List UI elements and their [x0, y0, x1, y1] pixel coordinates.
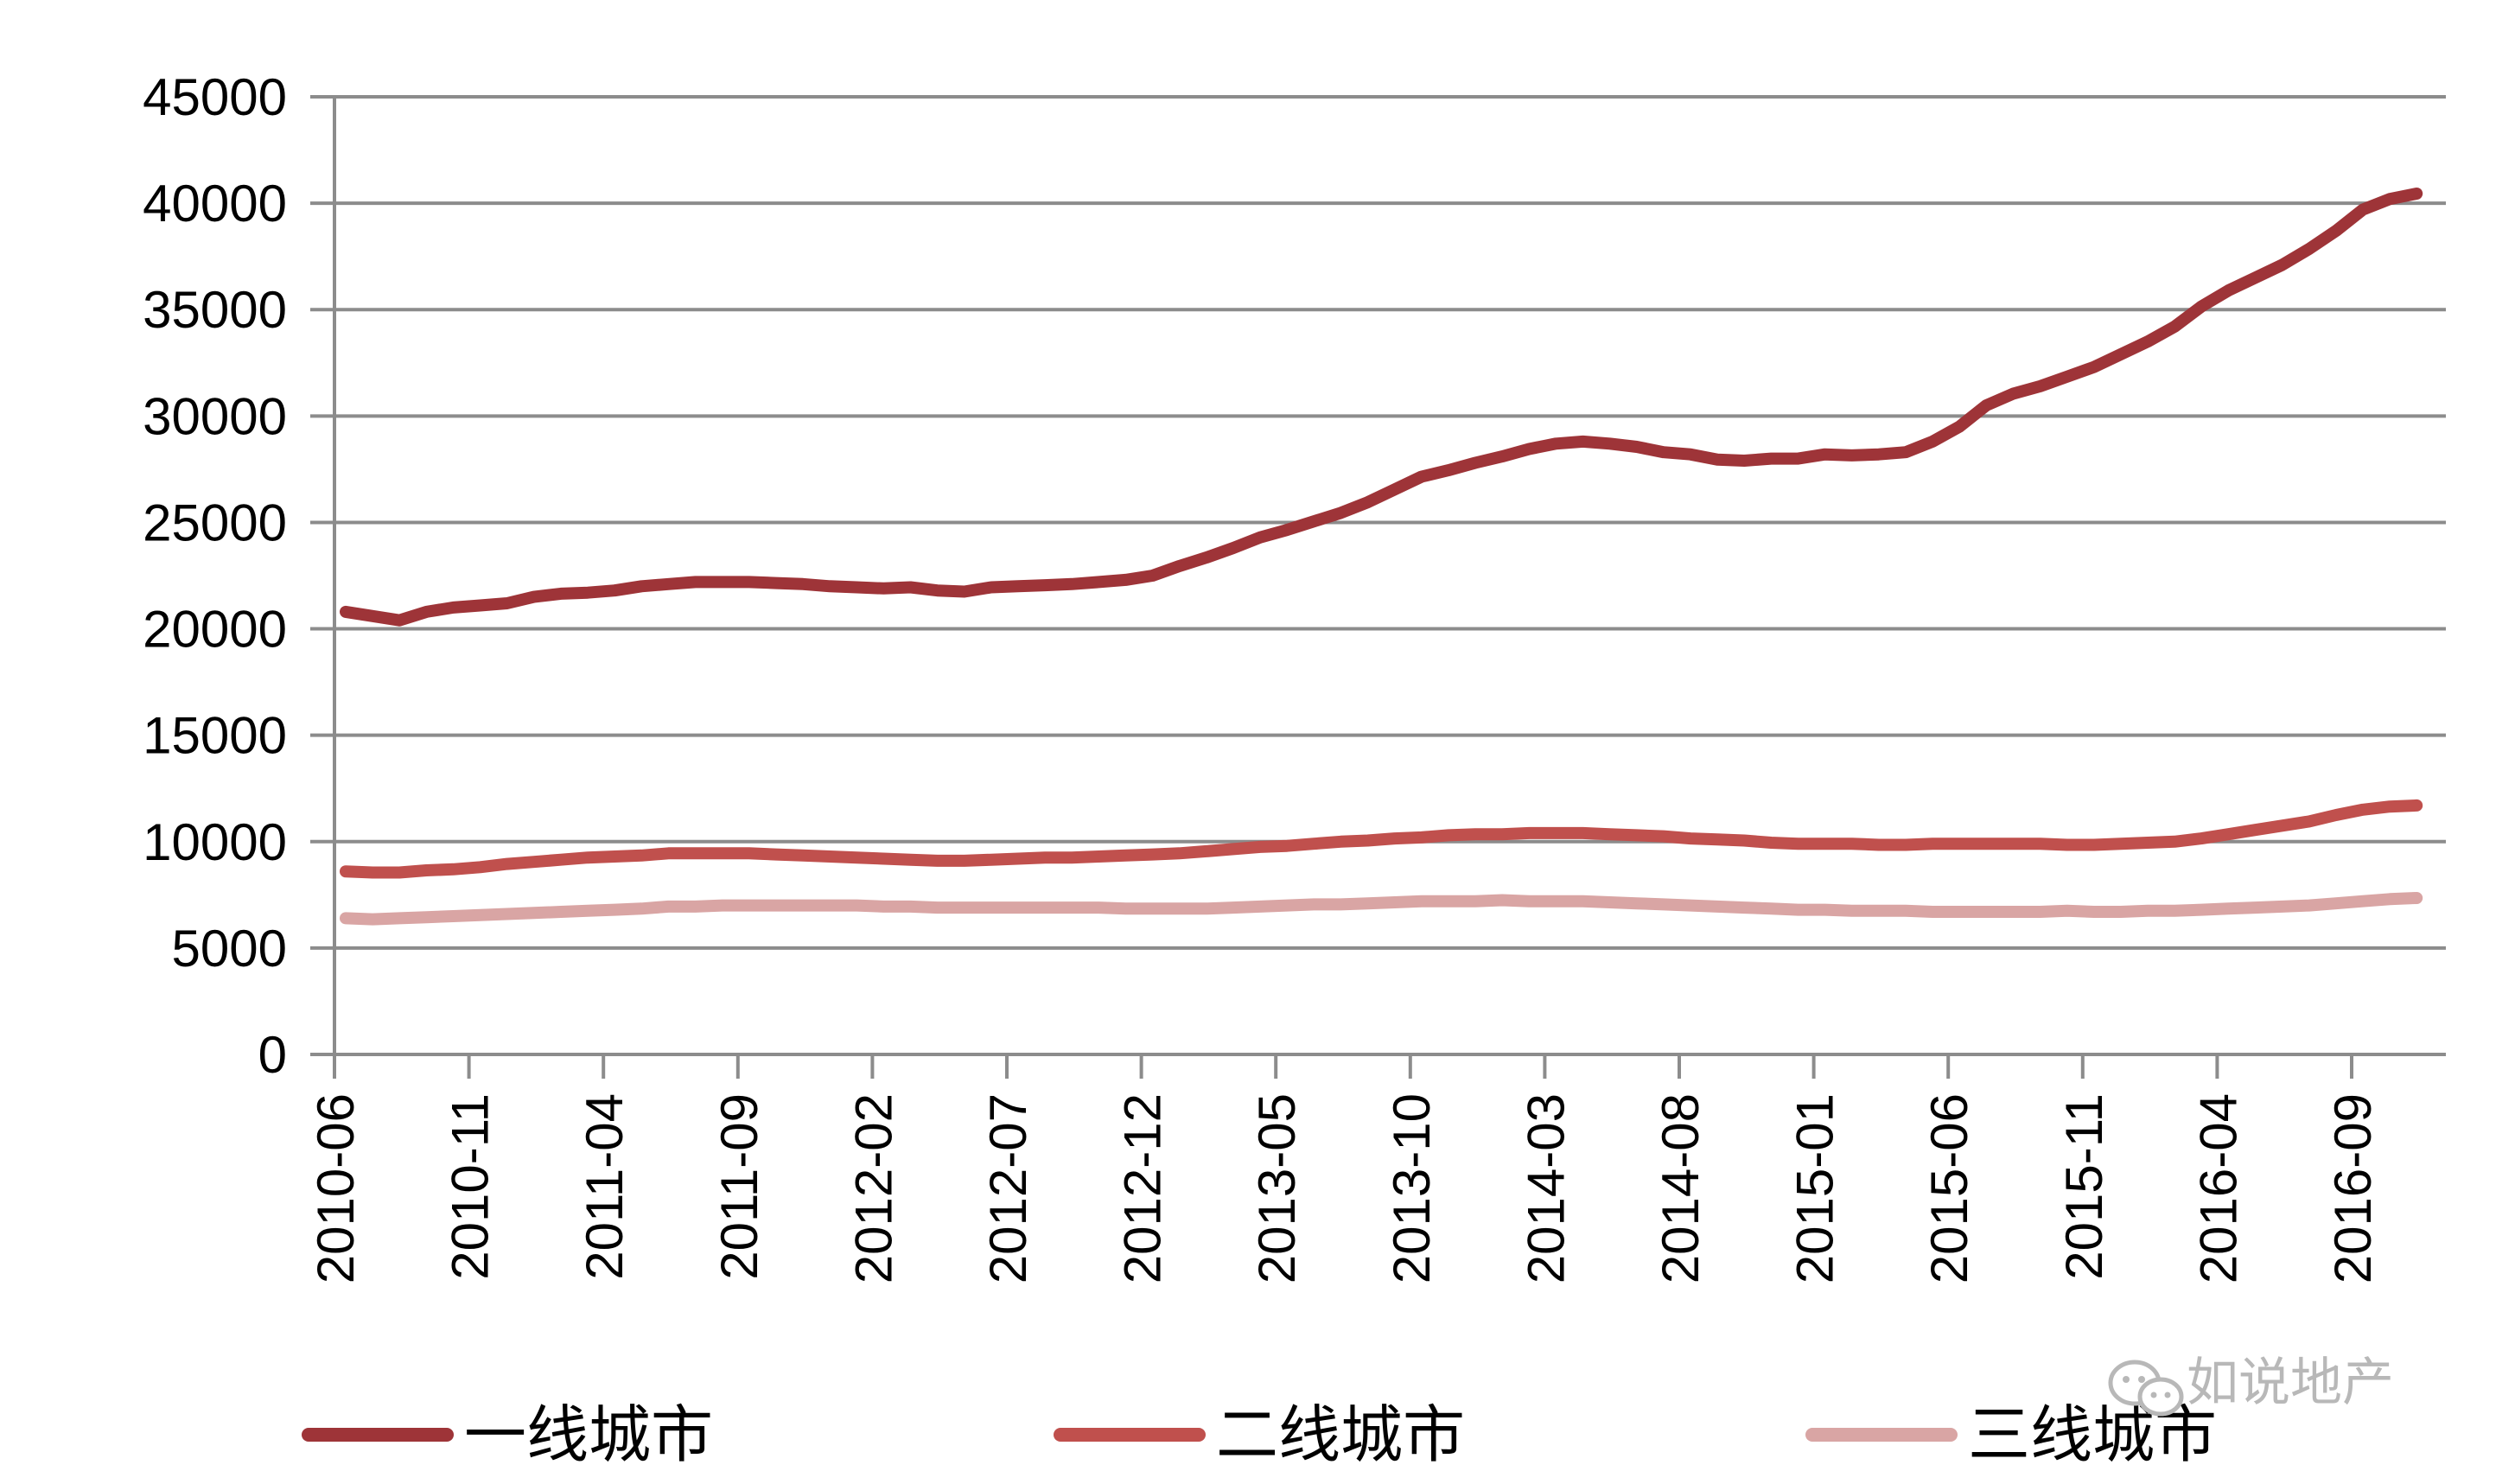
series-lines: [340, 188, 2423, 926]
x-tick-label: 2015-11: [2055, 1093, 2113, 1280]
x-axis: 2010-06 2010-11 2011-04 2011-09 2012-02 2012-…: [307, 1053, 2446, 1283]
grid-lines: [334, 95, 2446, 950]
y-tick-label: 0: [258, 1026, 287, 1084]
x-tick-label: 2016-04: [2189, 1093, 2247, 1283]
x-tick-label: 2012-02: [844, 1093, 902, 1283]
x-tick-label: 2016-09: [2324, 1093, 2382, 1283]
y-tick-label: 35000: [143, 281, 287, 339]
y-axis: 0 5000 10000 15000 20000 25000 30000 35000 40000…: [143, 68, 336, 1084]
x-tick-label: 2010-06: [307, 1093, 365, 1283]
x-tick-label: 2014-08: [1652, 1093, 1710, 1283]
legend-item-1: 一线城市: [302, 1398, 713, 1471]
x-tick-label: 2012-12: [1114, 1093, 1172, 1283]
legend-label: 三线城市: [1968, 1398, 2217, 1471]
x-tick-label: 2014-03: [1517, 1093, 1575, 1283]
x-tick-label: 2011-09: [710, 1093, 768, 1280]
y-tick-label: 15000: [143, 707, 287, 765]
y-tick-label: 30000: [143, 387, 287, 445]
x-tick-label: 2013-10: [1383, 1093, 1441, 1283]
x-tick-label: 2011-04: [576, 1093, 634, 1280]
legend: 一线城市 二线城市 三线城市: [302, 1398, 2217, 1471]
legend-label: 一线城市: [464, 1398, 713, 1471]
x-tick-label: 2015-06: [1920, 1093, 1978, 1283]
y-tick-label: 10000: [143, 813, 287, 871]
series-line-2: [340, 799, 2423, 879]
y-tick-label: 25000: [143, 494, 287, 551]
y-tick-label: 5000: [172, 920, 287, 978]
watermark-text: 如说地产: [2187, 1353, 2394, 1413]
series-line-1: [340, 188, 2423, 627]
legend-label: 二线城市: [1216, 1398, 1465, 1471]
wechat-icon: [2108, 1360, 2184, 1417]
x-tick-label: 2015-01: [1786, 1093, 1844, 1283]
x-tick-label: 2012-07: [979, 1093, 1037, 1283]
x-tick-label: 2013-05: [1248, 1093, 1306, 1283]
y-tick-label: 20000: [143, 601, 287, 659]
series-line-3: [340, 892, 2423, 926]
legend-item-2: 二线城市: [1054, 1398, 1465, 1471]
y-tick-label: 40000: [143, 175, 287, 232]
y-tick-label: 45000: [143, 68, 287, 126]
watermark: 如说地产: [2108, 1353, 2394, 1417]
x-tick-label: 2010-11: [442, 1093, 500, 1280]
